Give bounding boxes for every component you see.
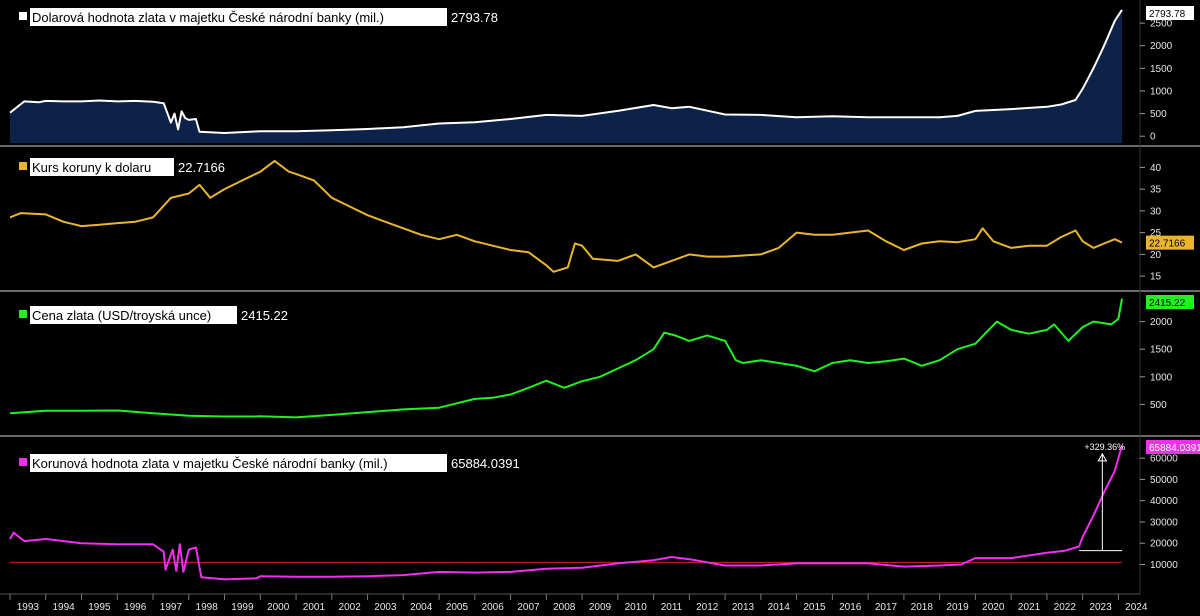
y-tick-label: 15 <box>1150 272 1162 283</box>
last-value-tag-label: 65884.0391 <box>1149 443 1200 454</box>
x-tick-label: 1999 <box>231 602 254 613</box>
y-tick-label: 1500 <box>1150 345 1173 356</box>
legend-label: Korunová hodnota zlata v majetku České n… <box>32 456 388 471</box>
x-tick-label: 2020 <box>982 602 1005 613</box>
legend-label: Kurs koruny k dolaru <box>32 160 151 175</box>
x-tick-label: 2019 <box>946 602 969 613</box>
legend-last-value: 2793.78 <box>451 10 498 25</box>
x-tick-label: 2022 <box>1054 602 1077 613</box>
x-tick-label: 2017 <box>875 602 898 613</box>
y-tick-label: 1000 <box>1150 372 1173 383</box>
y-tick-label: 30 <box>1150 206 1162 217</box>
y-tick-label: 20000 <box>1150 539 1178 550</box>
y-tick-label: 1000 <box>1150 86 1173 97</box>
legend-box <box>30 8 447 26</box>
y-tick-label: 20 <box>1150 250 1162 261</box>
x-tick-label: 2009 <box>589 602 612 613</box>
x-tick-label: 2002 <box>339 602 362 613</box>
y-tick-label: 10000 <box>1150 560 1178 571</box>
last-value-tag <box>1146 440 1200 454</box>
x-tick-label: 2011 <box>661 602 683 613</box>
annotation-label: +329.36% <box>1084 442 1125 452</box>
x-axis: 1993 1994 1995 1996 1997 1998 1999 2000 2001 2002… <box>0 593 1148 613</box>
x-tick-label: 2008 <box>553 602 576 613</box>
y-tick-label: 1500 <box>1150 64 1173 75</box>
legend-swatch <box>19 310 27 318</box>
x-tick-label: 2000 <box>267 602 290 613</box>
y-tick-label: 25 <box>1150 228 1162 239</box>
x-tick-label: 2016 <box>839 602 862 613</box>
x-tick-label: 2015 <box>803 602 826 613</box>
legend-last-value: 22.7166 <box>178 160 225 175</box>
annotation-arrow-head <box>1097 452 1108 462</box>
y-tick-label: 40000 <box>1150 496 1178 507</box>
y-tick-label: 50000 <box>1150 475 1178 486</box>
y-tick-label: 2000 <box>1150 317 1173 328</box>
gold-czk-value-panel: 10000200003000040000500006000065884.0391… <box>9 440 1200 581</box>
legend-box <box>30 306 237 324</box>
legend-last-value: 2415.22 <box>241 308 288 323</box>
x-tick-label: 2024 <box>1125 602 1148 613</box>
x-tick-label: 2023 <box>1089 602 1112 613</box>
last-value-tag-label: 22.7166 <box>1149 239 1186 250</box>
legend-label: Dolarová hodnota zlata v majetku České n… <box>32 10 384 25</box>
x-tick-label: 1993 <box>17 602 40 613</box>
czk-usd-rate-panel: 15 20 25 30 35 40 22.7166 Kurs koruny k dolaru 2… <box>9 158 1194 283</box>
x-tick-label: 2014 <box>768 602 791 613</box>
last-value-tag-label: 2793.78 <box>1149 9 1186 20</box>
legend-last-value: 65884.0391 <box>451 456 520 471</box>
gold-price-panel: 500 1000 1500 2000 2415.22 Cena zlata (USD/tr… <box>9 295 1194 419</box>
y-tick-label: 2000 <box>1150 41 1173 52</box>
last-value-tag <box>1146 295 1194 309</box>
y-tick-label: 35 <box>1150 185 1162 196</box>
x-tick-label: 1995 <box>88 602 111 613</box>
y-tick-label: 40 <box>1150 163 1162 174</box>
legend-box <box>30 158 174 176</box>
legend-swatch <box>19 12 27 20</box>
y-tick-label: 60000 <box>1150 454 1178 465</box>
y-tick-label: 500 <box>1150 109 1167 120</box>
legend-box <box>30 454 447 472</box>
x-tick-label: 1996 <box>124 602 147 613</box>
last-value-tag-label: 2415.22 <box>1149 298 1186 309</box>
legend-label: Cena zlata (USD/troyská unce) <box>32 308 211 323</box>
legend-swatch <box>19 162 27 170</box>
y-tick-label: 30000 <box>1150 517 1178 528</box>
x-tick-label: 2003 <box>374 602 397 613</box>
x-tick-label: 2006 <box>482 602 505 613</box>
y-tick-label: 2500 <box>1150 19 1173 30</box>
x-tick-label: 1994 <box>53 602 76 613</box>
x-tick-label: 2005 <box>446 602 469 613</box>
x-tick-label: 1997 <box>160 602 183 613</box>
x-tick-label: 2001 <box>303 602 326 613</box>
series-line <box>9 298 1123 419</box>
series-line <box>9 445 1123 581</box>
last-value-tag <box>1146 235 1194 250</box>
x-tick-label: 2018 <box>911 602 934 613</box>
legend-swatch <box>19 458 27 466</box>
last-value-tag <box>1146 6 1194 20</box>
x-tick-label: 2012 <box>696 602 719 613</box>
y-tick-label: 500 <box>1150 400 1167 411</box>
y-tick-label: 0 <box>1150 132 1156 143</box>
series-line <box>9 9 1123 134</box>
x-tick-label: 2013 <box>732 602 755 613</box>
x-tick-label: 2021 <box>1018 602 1041 613</box>
x-tick-label: 2004 <box>410 602 433 613</box>
x-tick-label: 2007 <box>517 602 540 613</box>
series-line <box>9 159 1123 273</box>
x-tick-label: 2010 <box>625 602 648 613</box>
x-tick-label: 1998 <box>196 602 219 613</box>
